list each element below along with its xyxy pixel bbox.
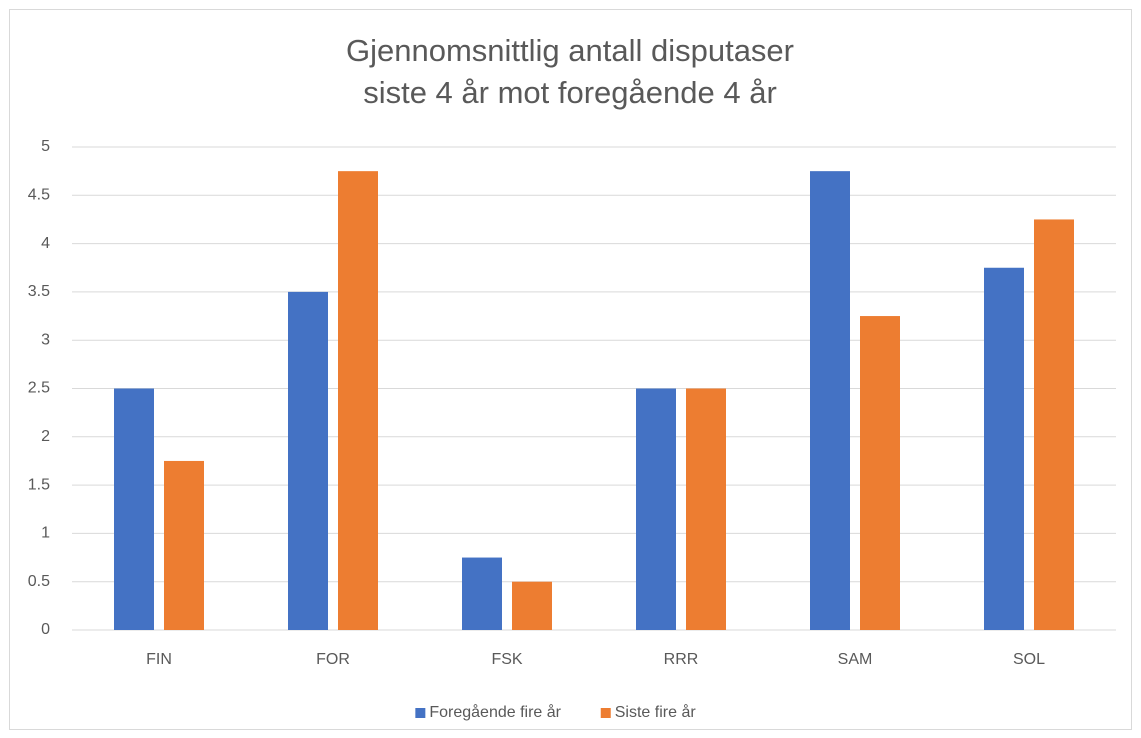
y-tick-label: 4: [41, 235, 50, 252]
y-tick-label: 0: [41, 621, 50, 638]
bar: [114, 388, 154, 630]
bar: [288, 291, 328, 630]
bar: [164, 460, 204, 630]
y-tick-label: 1: [41, 525, 50, 542]
y-tick-label: 3.5: [28, 283, 50, 300]
x-tick-label: SAM: [838, 651, 873, 668]
y-tick-label: 1.5: [28, 476, 50, 493]
y-tick-label: 2.5: [28, 380, 50, 397]
y-tick-label: 2: [41, 428, 50, 445]
bar: [810, 171, 850, 630]
chart-title: Gjennomsnittlig antall disputaser: [346, 33, 794, 68]
y-tick-label: 5: [41, 138, 50, 155]
bar: [512, 581, 552, 630]
y-tick-label: 4.5: [28, 187, 50, 204]
legend-swatch: [600, 708, 611, 718]
legend-swatch: [415, 708, 426, 718]
bar: [1034, 219, 1074, 630]
x-tick-label: FSK: [491, 651, 522, 668]
bar: [984, 267, 1024, 630]
bar: [860, 316, 900, 630]
x-tick-label: RRR: [664, 651, 699, 668]
legend-label: Foregående fire år: [429, 703, 561, 721]
y-tick-label: 0.5: [28, 573, 50, 590]
legend-label: Siste fire år: [615, 703, 697, 721]
bar: [338, 171, 378, 630]
x-tick-label: FOR: [316, 651, 350, 668]
bar: [686, 388, 726, 630]
bar: [462, 557, 502, 630]
y-tick-label: 3: [41, 331, 50, 348]
bar: [636, 388, 676, 630]
x-tick-label: FIN: [146, 651, 172, 668]
x-tick-label: SOL: [1013, 651, 1045, 668]
chart-title: siste 4 år mot foregående 4 år: [363, 75, 777, 110]
